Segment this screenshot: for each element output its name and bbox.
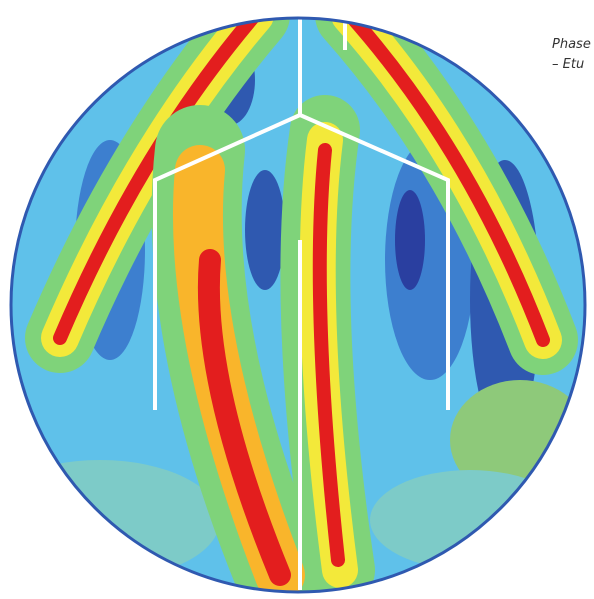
contour-field (0, 0, 594, 599)
caption-line: Phase (552, 37, 591, 52)
simulation-image: Phase – Etu (0, 0, 594, 599)
caption-line: – Etu (552, 57, 584, 72)
